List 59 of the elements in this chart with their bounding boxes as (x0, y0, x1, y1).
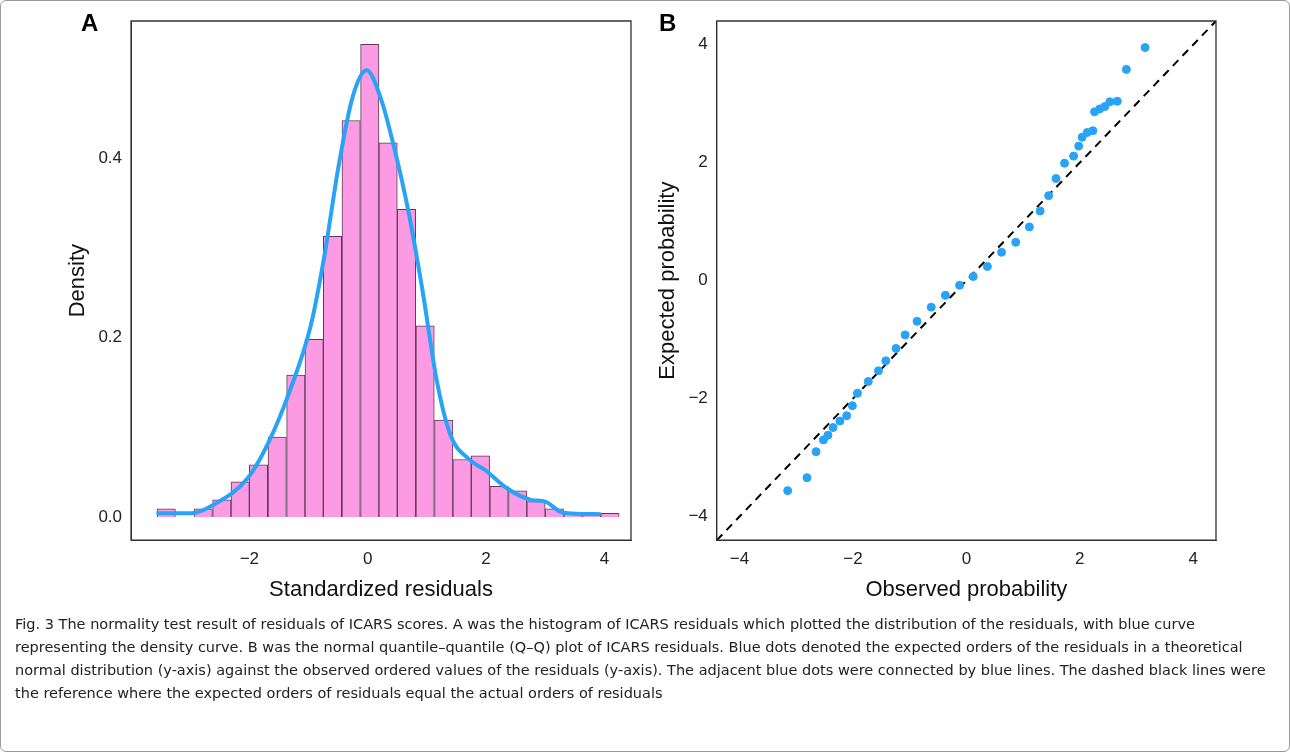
point (1112, 96, 1122, 106)
point (997, 247, 1007, 257)
x-axis-title: Standardized residuals (269, 575, 493, 601)
point (835, 416, 845, 426)
y-axis-title: Density (64, 243, 90, 318)
point (828, 423, 838, 433)
point (881, 356, 891, 366)
y-tick-label: 4 (698, 34, 708, 54)
point (1051, 174, 1061, 184)
chart-title: B (659, 9, 677, 37)
point (912, 316, 922, 326)
y-axis-title: Expected probability (654, 181, 680, 380)
point (891, 343, 901, 353)
y-tick-label: 0.4 (98, 147, 123, 167)
y-tick-label: 0 (698, 270, 708, 290)
x-tick-label: 2 (481, 549, 491, 569)
point (955, 280, 965, 290)
point (1140, 43, 1150, 53)
point (1088, 126, 1098, 136)
point (842, 411, 852, 421)
point (873, 366, 883, 376)
point (1060, 158, 1070, 168)
caption: Fig. 3 The normality test result of residuals of ICARS scores. A was the histogram of ICARS residuals which plotted the distribution of the residuals, with blue curve representing the density curve. B was the normal quantile–quantile (Q–Q) plot of ICARS residuals. Blue dots denoted the expected orders of the residuals in a theoretical normal distribution (y-axis) against the observed ordered values of the residuals (y-axis). The adjacent blue dots were connected by blue lines. The dashed black lines were the reference where the expected orders of residuals equal the actual orders of residuals (15, 615, 1267, 703)
y-tick-label: 0.2 (98, 327, 123, 347)
point (1077, 132, 1087, 142)
point (852, 388, 862, 398)
point (783, 486, 793, 496)
y-tick-label: 0.0 (98, 506, 123, 526)
point (1035, 206, 1045, 216)
x-tick-label: 4 (1188, 549, 1199, 569)
point (982, 261, 992, 271)
point (802, 473, 812, 483)
x-tick-label: −2 (239, 549, 260, 569)
point (1069, 151, 1079, 161)
point (940, 290, 950, 300)
point (811, 447, 821, 457)
point (900, 330, 910, 340)
chart-title: A (81, 9, 99, 37)
point (1011, 237, 1021, 247)
x-tick-label: −4 (729, 549, 750, 569)
y-tick-label: 2 (698, 152, 708, 172)
point (1121, 64, 1131, 74)
x-tick-label: 2 (1075, 549, 1085, 569)
y-tick-label: −4 (688, 506, 708, 526)
point (1105, 97, 1115, 107)
x-tick-label: −2 (843, 549, 863, 569)
x-tick-label: 0 (362, 549, 373, 569)
x-tick-label: 4 (599, 549, 610, 569)
x-tick-label: 0 (961, 549, 972, 569)
point (863, 376, 873, 386)
point (968, 271, 978, 281)
point (1074, 141, 1084, 151)
point (926, 302, 936, 312)
point (847, 401, 857, 411)
point (1024, 222, 1034, 232)
point (1044, 191, 1054, 201)
y-tick-label: −2 (688, 388, 708, 408)
x-axis-title: Observed probability (865, 575, 1068, 601)
point (823, 430, 833, 440)
